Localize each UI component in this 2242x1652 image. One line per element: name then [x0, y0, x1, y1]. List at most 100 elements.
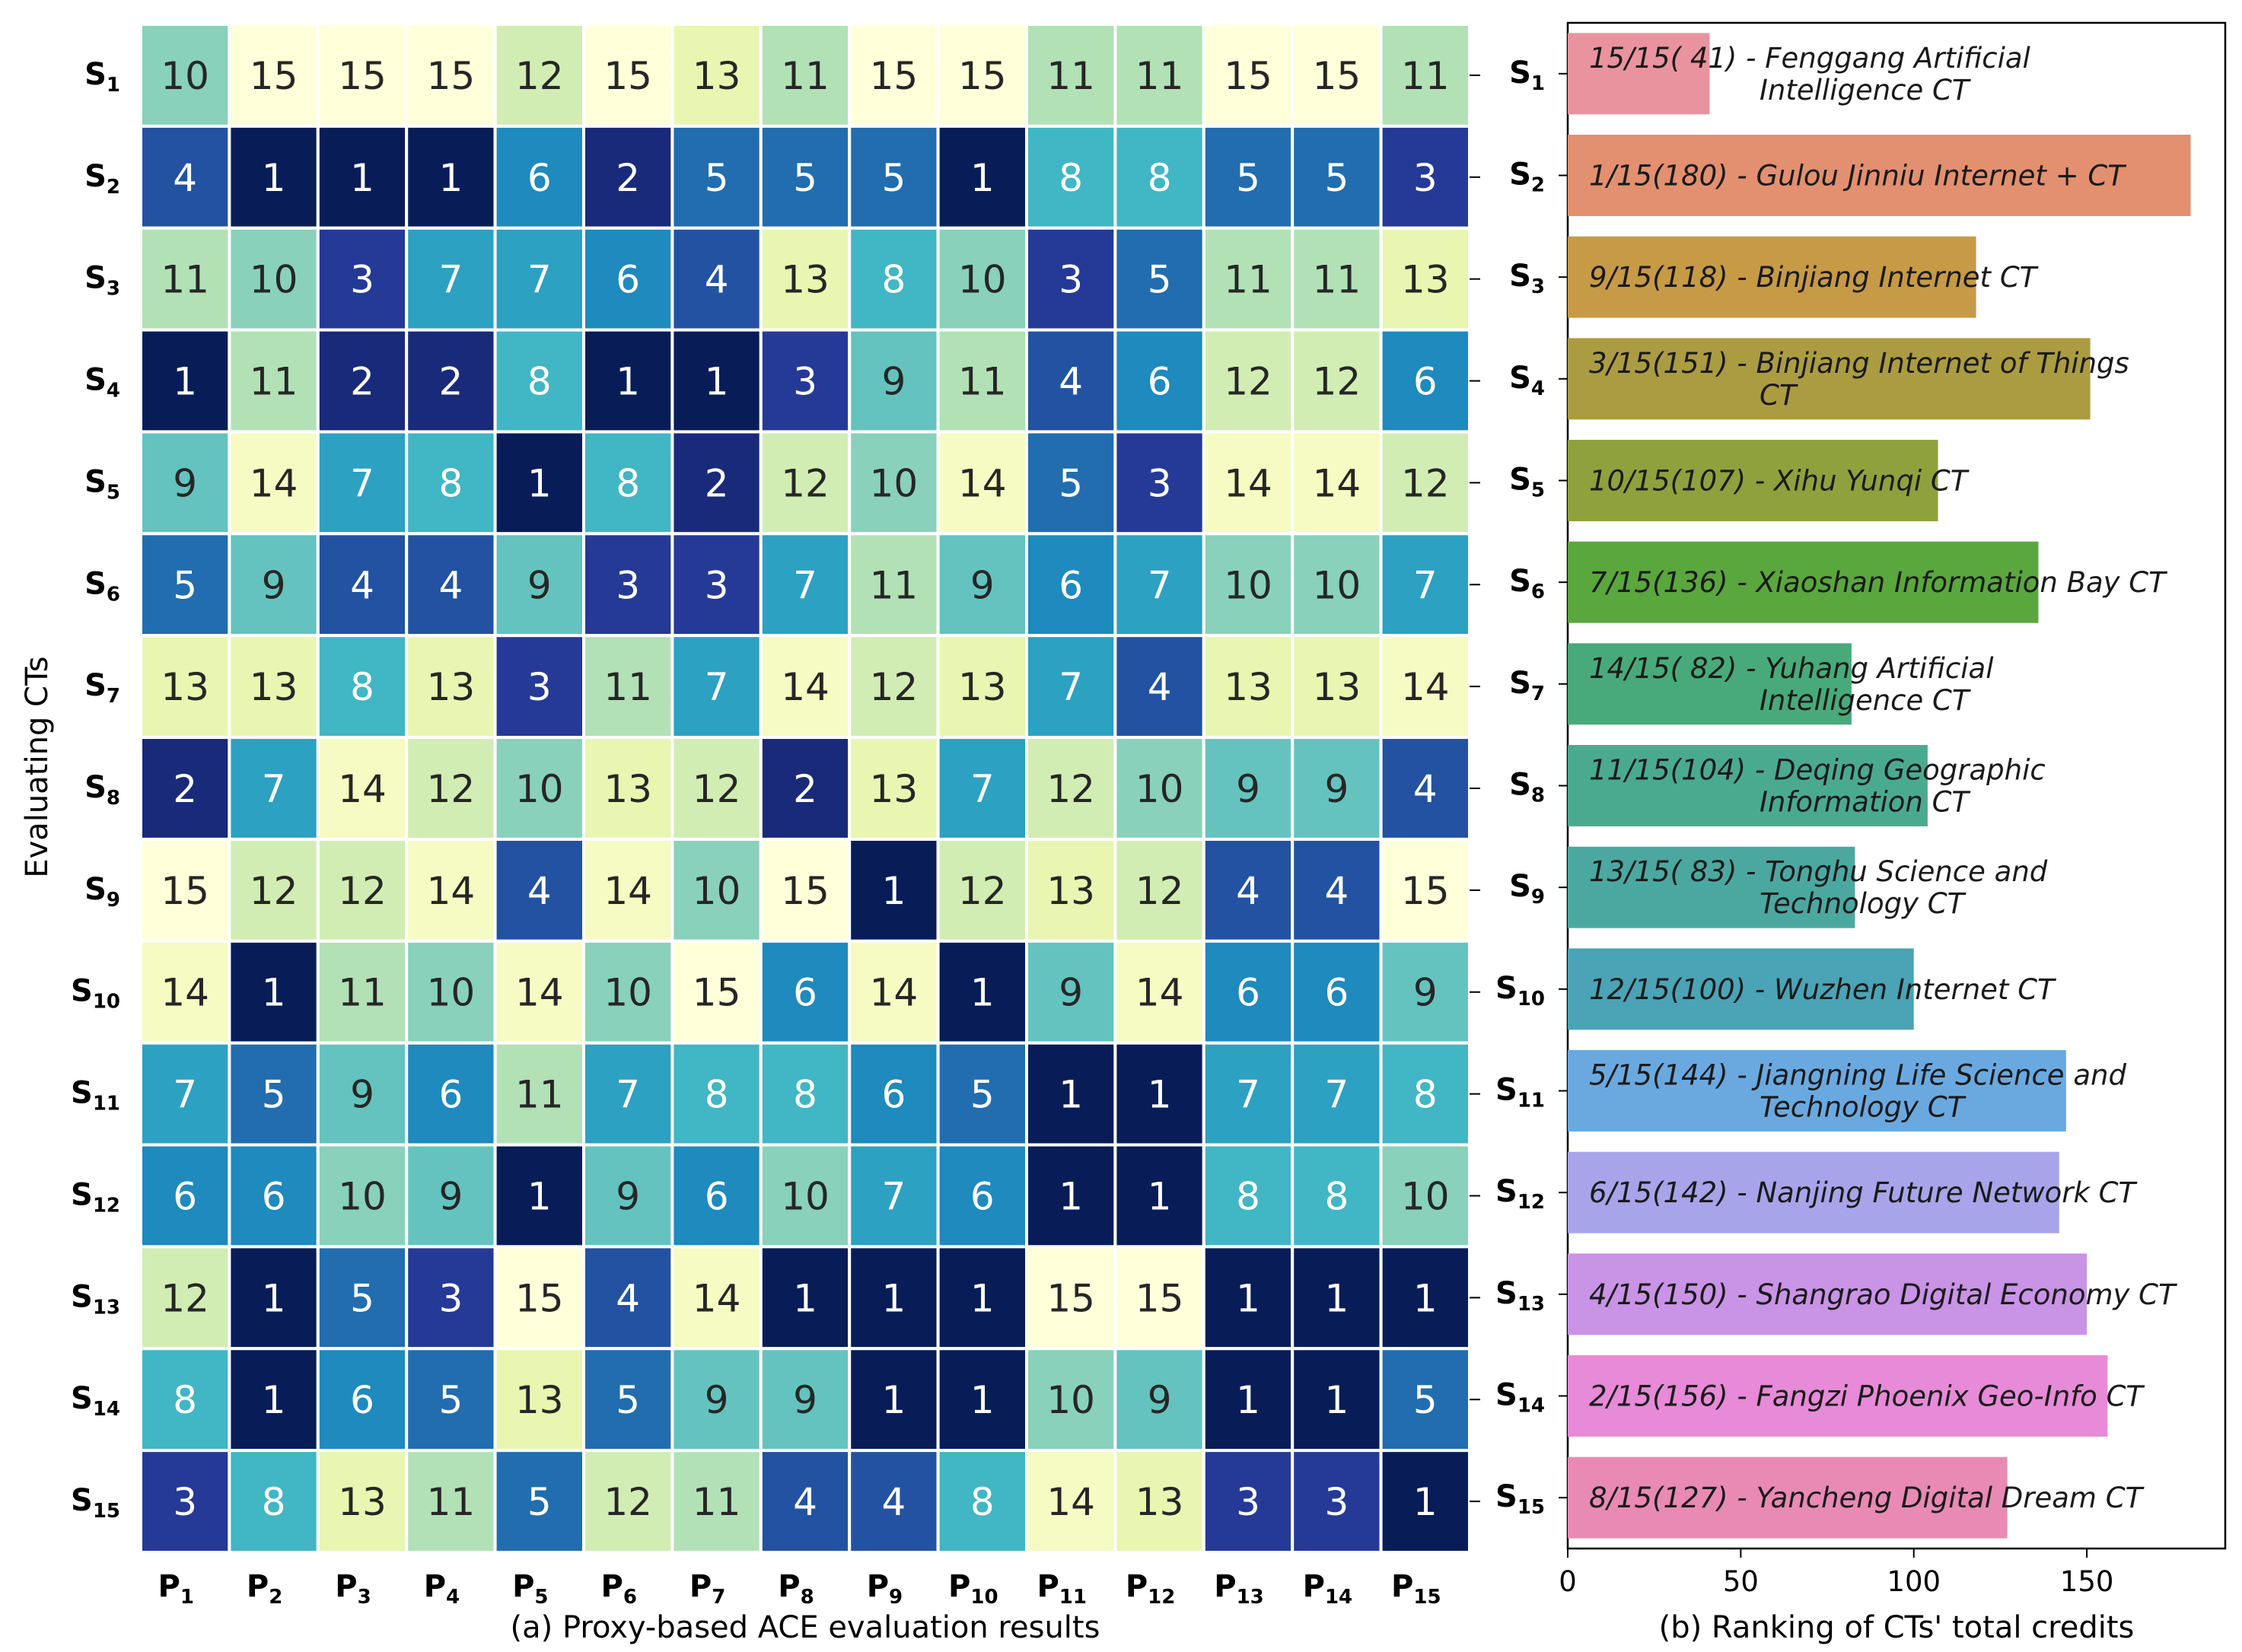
heatmap-row-label: S8 — [84, 770, 120, 810]
heatmap-cell-value: 6 — [793, 971, 817, 1015]
heatmap-cell-value: 15 — [515, 1276, 564, 1320]
heatmap-cell-value: 3 — [793, 360, 817, 404]
heatmap-cell — [582, 532, 674, 638]
bar — [1568, 1355, 2108, 1437]
bar-x-tick-label: 0 — [1559, 1565, 1577, 1598]
heatmap-cell-value: 12 — [781, 461, 830, 505]
bar-annotation: 4/15(150) - Shangrao Digital Economy CT — [1589, 1278, 2177, 1311]
heatmap-cell — [670, 736, 763, 841]
heatmap-cell-value: 8 — [173, 1378, 197, 1422]
heatmap-cell-value: 1 — [527, 461, 552, 505]
heatmap-cell-value: 6 — [438, 1073, 463, 1117]
bar-annotation: 14/15( 82) - Yuhang Artificial — [1589, 652, 1994, 685]
heatmap-cell-value: 7 — [262, 767, 286, 811]
heatmap-cell — [493, 634, 585, 740]
bar-category-label: S10 — [1495, 971, 1545, 1011]
heatmap-cell — [936, 939, 1028, 1045]
heatmap-cell — [582, 1041, 674, 1147]
heatmap-cell-value: 13 — [515, 1378, 564, 1422]
heatmap-cell-value: 15 — [161, 869, 209, 913]
heatmap-cell — [1025, 1449, 1117, 1554]
heatmap-cell — [493, 124, 585, 230]
bar — [1568, 643, 1852, 725]
heatmap-cell-value: 14 — [1401, 665, 1450, 709]
heatmap-cell-value: 15 — [427, 54, 476, 98]
heatmap-cell — [139, 328, 231, 434]
bar-annotation: Technology CT — [1760, 1091, 1967, 1124]
heatmap-cell-value: 8 — [438, 461, 463, 505]
heatmap-cell-value: 13 — [870, 767, 919, 811]
heatmap-cell-value: 15 — [781, 869, 830, 913]
heatmap-cell-value: 6 — [705, 1174, 729, 1218]
heatmap-cell-value: 4 — [1236, 869, 1260, 913]
heatmap-cell-value: 9 — [350, 1073, 374, 1117]
heatmap-cell — [1291, 532, 1383, 638]
heatmap-cell-value: 3 — [1324, 1480, 1349, 1524]
heatmap-y-axis-label: Evaluating CTs — [20, 656, 55, 877]
heatmap-cell — [1379, 226, 1471, 332]
bar — [1568, 236, 1976, 318]
heatmap-cell-value: 10 — [1224, 563, 1272, 607]
heatmap-cell-value: 10 — [693, 869, 741, 913]
heatmap-cell-value: 9 — [262, 563, 286, 607]
heatmap-cell-value: 10 — [338, 1174, 387, 1218]
bar-annotation: 11/15(104) - Deqing Geographic — [1589, 754, 2046, 787]
bar — [1568, 440, 1938, 521]
heatmap-cell — [1113, 226, 1205, 332]
heatmap-cell — [582, 1449, 674, 1554]
heatmap-cell — [139, 1449, 231, 1554]
heatmap-cell — [759, 1449, 852, 1554]
heatmap-cell — [1202, 1347, 1295, 1453]
bar-category-label: S12 — [1495, 1174, 1545, 1214]
heatmap-cell — [936, 736, 1028, 841]
heatmap-cell-value: 15 — [1401, 869, 1450, 913]
heatmap-column-label: P12 — [1126, 1569, 1176, 1609]
heatmap-cell-value: 2 — [793, 767, 817, 811]
heatmap-cell-value: 3 — [1236, 1480, 1260, 1524]
heatmap-cell-value: 1 — [262, 1378, 286, 1422]
heatmap-row-label: S14 — [71, 1381, 120, 1421]
heatmap-row-label: S6 — [84, 566, 120, 606]
heatmap-cell-value: 6 — [1236, 971, 1260, 1015]
heatmap-row-label: S13 — [71, 1279, 120, 1319]
heatmap-cell — [759, 23, 852, 128]
heatmap-cell — [405, 328, 497, 434]
heatmap-cell-value: 12 — [1401, 461, 1450, 505]
heatmap-row-label: S10 — [71, 974, 120, 1014]
heatmap-cell — [1113, 1041, 1205, 1147]
heatmap-cell-value: 14 — [693, 1276, 741, 1320]
heatmap-cell — [1379, 1449, 1471, 1554]
heatmap-cell-value: 7 — [1236, 1073, 1260, 1117]
heatmap-cell-value: 5 — [1324, 156, 1349, 200]
heatmap-row-label: S9 — [84, 872, 120, 912]
heatmap-cell — [1113, 124, 1205, 230]
heatmap-cell-value: 6 — [881, 1073, 906, 1117]
heatmap-cell — [1291, 328, 1383, 434]
heatmap-cell-value: 4 — [1059, 360, 1083, 404]
bar-category-label: S13 — [1495, 1276, 1545, 1316]
heatmap-cell — [670, 1449, 763, 1554]
heatmap-cell — [670, 837, 763, 943]
heatmap-cell-value: 15 — [693, 971, 741, 1015]
heatmap-cell-value: 15 — [338, 54, 387, 98]
heatmap-cell — [582, 837, 674, 943]
heatmap-cell — [1291, 23, 1383, 128]
heatmap-cell-value: 10 — [250, 258, 298, 302]
heatmap-cell-value: 8 — [1148, 156, 1172, 200]
heatmap-cell-value: 5 — [1059, 461, 1083, 505]
heatmap-cell-value: 11 — [1313, 258, 1361, 302]
heatmap-cell-value: 12 — [1046, 767, 1095, 811]
heatmap-cell — [759, 328, 852, 434]
heatmap-cell — [405, 939, 497, 1045]
heatmap-cell — [1291, 837, 1383, 943]
heatmap-cell-value: 2 — [173, 767, 197, 811]
bar — [1568, 846, 1855, 928]
heatmap-cell-value: 13 — [250, 665, 298, 709]
heatmap-row-label: S4 — [84, 363, 120, 403]
heatmap-cell-value: 11 — [781, 54, 830, 98]
bar-annotation: 10/15(107) - Xihu Yunqi CT — [1589, 465, 1970, 498]
bar — [1568, 1050, 2066, 1132]
heatmap-cell — [405, 1449, 497, 1554]
bar-category-label: S2 — [1509, 158, 1545, 197]
heatmap-cell — [139, 226, 231, 332]
